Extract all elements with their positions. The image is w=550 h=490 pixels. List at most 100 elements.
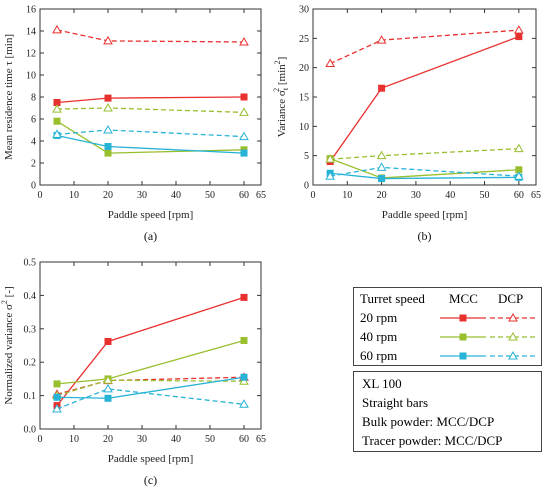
panel-a-data-point bbox=[240, 93, 248, 101]
panel-a-series-5 bbox=[52, 124, 249, 141]
panel-c-x-tick-label: 30 bbox=[137, 434, 147, 445]
panel-a-data-point bbox=[103, 124, 113, 134]
panel-c-series-line bbox=[56, 296, 245, 407]
legend-header-dcp: DCP bbox=[498, 291, 524, 306]
panel-b-y-label-sup: 2 bbox=[272, 88, 281, 92]
panel-b-series-line bbox=[329, 35, 520, 162]
panel-b-x-tick-label: 50 bbox=[480, 190, 490, 201]
legend-row-label: 60 rpm bbox=[360, 348, 398, 363]
panel-c-x-tick-label: 0 bbox=[38, 434, 43, 445]
panel-b-y-tick-label: 25 bbox=[299, 34, 309, 45]
info-line-bulk-powder: Bulk powder: MCC/DCP bbox=[362, 414, 495, 429]
legend-swatch-marker bbox=[508, 331, 518, 341]
legend-row-label: 20 rpm bbox=[360, 310, 398, 325]
info-line-bars: Straight bars bbox=[362, 395, 429, 410]
panel-b-panel-label: (b) bbox=[418, 229, 432, 243]
legend-swatch-mcc-60rpm bbox=[440, 352, 486, 360]
legend-row-60rpm: 60 rpm bbox=[354, 345, 541, 367]
chart-panel-a: 0 10 20 30 40 50 60 65 0 2 4 6 8 10 12 14 16 Paddle speed… bbox=[3, 5, 266, 244]
panel-a-data-point bbox=[239, 131, 249, 141]
info-line-tracer-powder: Tracer powder: MCC/DCP bbox=[362, 433, 503, 448]
panel-a-y-label-main: Mean residence time τ [min] bbox=[3, 34, 15, 160]
panel-b-data-point bbox=[376, 150, 387, 160]
panel-b-x-tick-label: 30 bbox=[411, 190, 421, 201]
panel-a-data-point bbox=[239, 107, 249, 116]
panel-a-y-tick-label: 14 bbox=[26, 27, 36, 38]
panel-a-y-tick-label: 10 bbox=[26, 71, 36, 82]
panel-c-y-tick-label: 0.5 bbox=[24, 258, 37, 269]
panel-a-y-tick-label: 0 bbox=[31, 181, 36, 192]
panel-a-series-2 bbox=[53, 117, 248, 157]
legend-row-label: 40 rpm bbox=[360, 329, 398, 344]
panel-c-x-tick-label: 50 bbox=[205, 434, 215, 445]
panel-b-data-point bbox=[513, 25, 524, 34]
legend-header-mcc: MCC bbox=[449, 291, 478, 306]
panel-c-y-label-unit: [-] bbox=[3, 286, 15, 300]
panel-b-data-point bbox=[378, 175, 386, 183]
panel-b-data-point bbox=[515, 33, 523, 41]
panel-c-series-2 bbox=[53, 336, 248, 388]
panel-b-y-tick-label: 5 bbox=[304, 151, 309, 162]
panel-b-x-tick-label: 60 bbox=[514, 190, 524, 201]
legend-swatch-marker bbox=[508, 350, 518, 360]
panel-a-x-tick-label: 65 bbox=[256, 190, 266, 201]
legend-box: Turret speed MCC DCP 20 rpm 40 rpm 60 rp… bbox=[353, 287, 542, 366]
panel-b-series-1 bbox=[325, 25, 524, 68]
panel-b-y-tick-label: 0 bbox=[304, 181, 309, 192]
panel-b-x-tick-label: 20 bbox=[377, 190, 387, 201]
panel-a-x-tick-label: 20 bbox=[103, 190, 113, 201]
panel-a-data-point bbox=[53, 117, 61, 125]
panel-b-series-line bbox=[330, 147, 519, 160]
panel-b-series-0 bbox=[326, 33, 523, 166]
legend-swatch-marker bbox=[459, 333, 467, 341]
panel-a-series-line bbox=[56, 129, 245, 138]
panel-a-data-point bbox=[52, 104, 62, 113]
panel-c-x-tick-label: 20 bbox=[103, 434, 113, 445]
panel-c-panel-label: (c) bbox=[144, 473, 157, 487]
panel-a-data-point bbox=[103, 102, 113, 112]
panel-c-data-point bbox=[52, 403, 62, 413]
panel-c-y-axis-label: Normalized variance σ2 [-] bbox=[0, 286, 15, 404]
legend-swatch-mcc-20rpm bbox=[440, 314, 486, 322]
panel-c-series-line bbox=[56, 388, 245, 410]
panel-b-data-point bbox=[378, 84, 386, 92]
panel-a-x-axis-label: Paddle speed [rpm] bbox=[108, 209, 194, 221]
panel-a-series-line bbox=[56, 29, 245, 43]
experiment-info-box: XL 100 Straight bars Bulk powder: MCC/DC… bbox=[353, 371, 542, 452]
legend-swatch-marker bbox=[508, 312, 518, 322]
panel-c-x-tick-label: 65 bbox=[256, 434, 266, 445]
panel-a-data-point bbox=[104, 94, 112, 102]
panel-c-data-point bbox=[53, 393, 61, 401]
panel-a-y-axis-label: Mean residence time τ [min] bbox=[3, 34, 15, 160]
panel-b-series-line bbox=[329, 157, 519, 179]
panel-a-x-tick-label: 60 bbox=[239, 190, 249, 201]
panel-c-x-tick-label: 10 bbox=[69, 434, 79, 445]
panel-a-x-tick-label: 0 bbox=[38, 190, 43, 201]
panel-c-series-line bbox=[56, 379, 245, 397]
legend-swatch-marker bbox=[459, 314, 467, 322]
panel-a-data-point bbox=[239, 36, 249, 46]
panel-c-series-4 bbox=[53, 373, 248, 402]
panel-c-data-point bbox=[103, 383, 113, 393]
panel-a-x-tick-label: 50 bbox=[205, 190, 215, 201]
legend-swatch-mcc-40rpm bbox=[440, 333, 486, 341]
legend-swatch-dcp-40rpm bbox=[490, 331, 536, 341]
panel-a-data-point bbox=[104, 143, 112, 150]
panel-a-y-tick-label: 16 bbox=[26, 5, 36, 16]
chart-panel-b: 0 10 20 30 40 50 60 65 0 5 10 15 20 25 30 Paddle speed … bbox=[272, 5, 541, 244]
panel-b-data-point bbox=[325, 154, 336, 163]
panel-c-data-point bbox=[53, 380, 61, 388]
panel-b-data-point bbox=[325, 171, 336, 180]
panel-c-y-tick-label: 0.3 bbox=[24, 324, 37, 335]
legend-swatch-dcp-60rpm bbox=[490, 350, 536, 360]
panel-b-data-point bbox=[376, 35, 387, 44]
panel-a-x-tick-label: 30 bbox=[137, 190, 147, 201]
panel-b-x-tick-label: 65 bbox=[531, 190, 541, 201]
panel-c-data-point bbox=[104, 394, 112, 402]
panel-c-data-point bbox=[104, 337, 112, 345]
panel-b-x-tick-label: 10 bbox=[342, 190, 352, 201]
panel-a-y-tick-label: 12 bbox=[26, 49, 36, 60]
panel-a-data-point bbox=[104, 149, 112, 157]
panel-c-data-point bbox=[240, 293, 248, 301]
